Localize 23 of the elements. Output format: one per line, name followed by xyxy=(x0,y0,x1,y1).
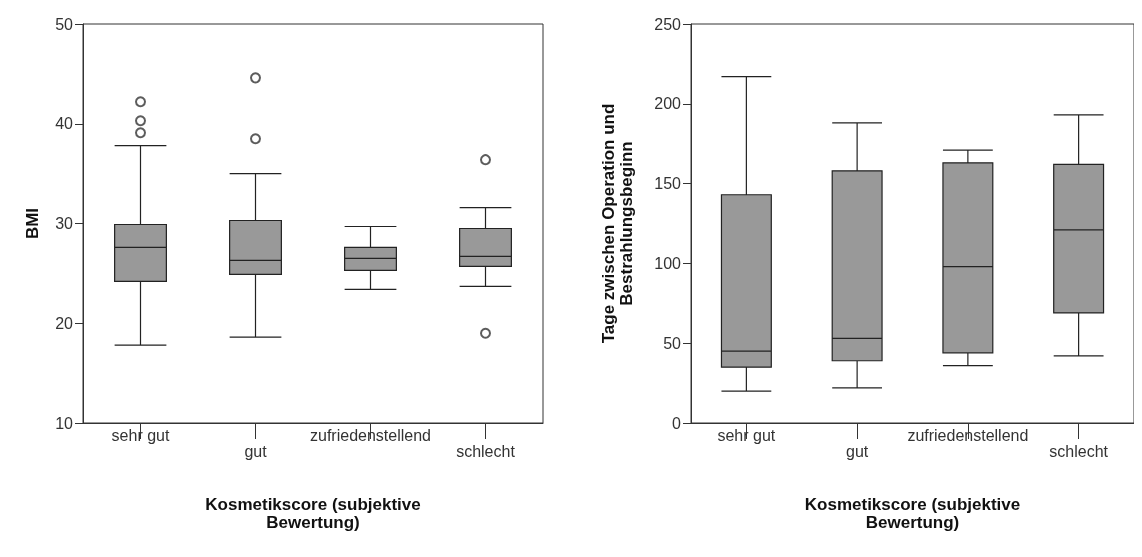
x-tick-label: sehr gut xyxy=(111,426,170,444)
y-tick-label: 50 xyxy=(55,15,74,33)
y-tick-label: 0 xyxy=(672,414,682,432)
y-tick-label: 200 xyxy=(654,95,682,113)
x-tick-label: schlecht xyxy=(456,442,516,460)
y-tick-label: 20 xyxy=(55,314,74,332)
x-axis-title: Kosmetikscore (subjektive Bewertung) xyxy=(205,494,421,532)
x-tick-label: schlecht xyxy=(1049,442,1109,460)
y-tick-label: 50 xyxy=(663,334,682,352)
x-axis-title: Kosmetikscore (subjektive Bewertung) xyxy=(804,494,1021,532)
y-axis-title: Tage zwischen Operation und Bestrahlungsbeginn xyxy=(598,103,636,344)
x-tick-label: zufriedenstellend xyxy=(907,426,1029,444)
y-tick-label: 100 xyxy=(654,254,682,272)
y-tick-label: 150 xyxy=(654,175,682,193)
y-tick-label: 30 xyxy=(55,215,74,232)
x-tick-label: sehr gut xyxy=(717,426,776,444)
y-axis-title: BMI xyxy=(22,207,42,240)
x-tick-label: gut xyxy=(846,442,869,460)
x-tick-label: gut xyxy=(244,442,268,460)
y-tick-label: 250 xyxy=(654,15,682,33)
y-tick-label: 10 xyxy=(55,414,74,432)
y-tick-label: 40 xyxy=(55,115,74,133)
x-tick-label: zufriedenstellend xyxy=(310,426,431,444)
